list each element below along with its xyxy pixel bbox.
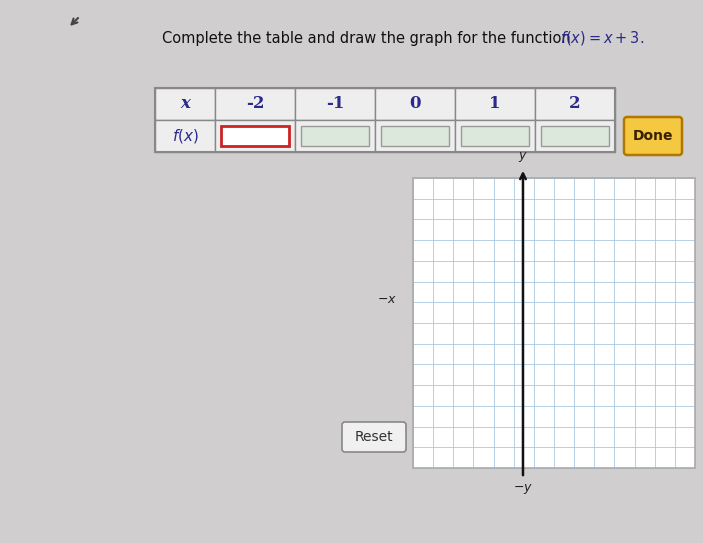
Bar <box>295 120 375 152</box>
Text: $y$: $y$ <box>518 150 528 164</box>
Bar <box>375 120 455 152</box>
Text: Done: Done <box>633 129 673 143</box>
Bar <box>221 126 289 146</box>
Bar <box>381 126 449 146</box>
Bar <box>535 120 615 152</box>
Text: 0: 0 <box>409 96 421 112</box>
Bar <box>155 120 215 152</box>
Text: 2: 2 <box>569 96 581 112</box>
Bar <box>461 126 529 146</box>
Bar <box>535 88 615 120</box>
Text: 1: 1 <box>489 96 501 112</box>
FancyBboxPatch shape <box>624 117 682 155</box>
Text: $f(x)$: $f(x)$ <box>172 127 198 145</box>
Text: $-y$: $-y$ <box>513 482 533 496</box>
Bar <box>155 88 615 152</box>
Bar <box>301 126 369 146</box>
Text: $f\mathit{(x)} = x + 3.$: $f\mathit{(x)} = x + 3.$ <box>560 29 644 47</box>
Bar <box>215 120 295 152</box>
Bar <box>215 88 295 120</box>
Bar <box>295 88 375 120</box>
Bar <box>155 88 215 120</box>
Text: Reset: Reset <box>355 430 393 444</box>
Bar <box>541 126 609 146</box>
Text: Complete the table and draw the graph for the function: Complete the table and draw the graph fo… <box>162 30 571 46</box>
Text: x: x <box>180 96 190 112</box>
Bar <box>413 178 695 468</box>
Bar <box>455 120 535 152</box>
Bar <box>455 88 535 120</box>
Text: -2: -2 <box>246 96 264 112</box>
Bar <box>413 178 695 468</box>
Text: -1: -1 <box>325 96 344 112</box>
FancyBboxPatch shape <box>342 422 406 452</box>
Bar <box>375 88 455 120</box>
Text: $-x$: $-x$ <box>377 293 397 306</box>
